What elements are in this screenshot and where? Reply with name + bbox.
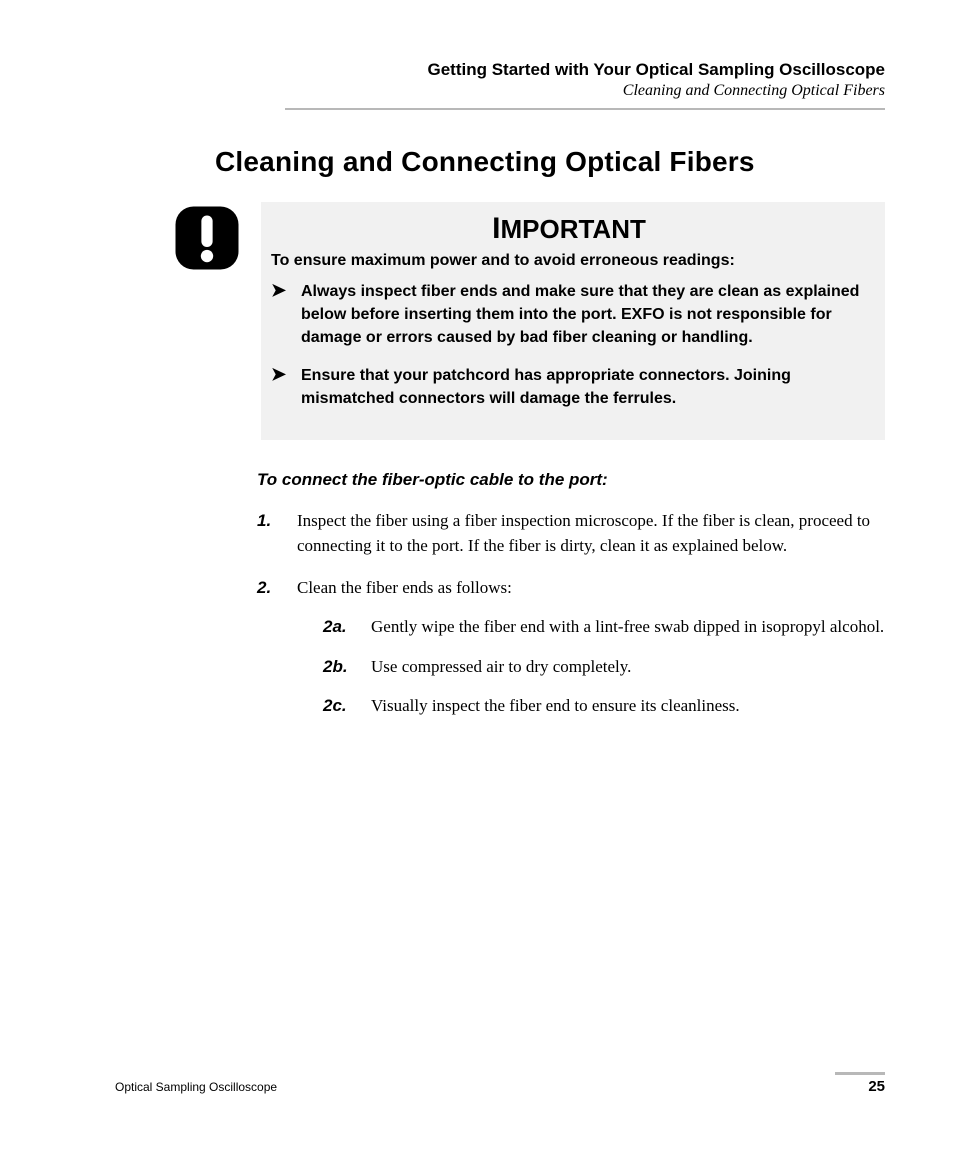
running-head-rule bbox=[285, 108, 885, 110]
footer-doc-title: Optical Sampling Oscilloscope bbox=[115, 1080, 277, 1094]
important-title: IMPORTANT bbox=[271, 212, 867, 246]
page-body: Getting Started with Your Optical Sampli… bbox=[115, 60, 885, 749]
substep-text: Gently wipe the fiber end with a lint-fr… bbox=[371, 614, 884, 640]
step-text: Clean the fiber ends as follows: bbox=[297, 578, 512, 597]
important-lead: To ensure maximum power and to avoid err… bbox=[271, 252, 867, 270]
running-head-chapter: Getting Started with Your Optical Sampli… bbox=[115, 60, 885, 80]
procedure-substep: 2a. Gently wipe the fiber end with a lin… bbox=[323, 614, 884, 640]
procedure-steps: 1. Inspect the fiber using a fiber inspe… bbox=[257, 508, 885, 733]
important-bullet-text: Always inspect fiber ends and make sure … bbox=[301, 280, 867, 350]
step-body: Clean the fiber ends as follows: 2a. Gen… bbox=[297, 575, 884, 733]
procedure-step: 1. Inspect the fiber using a fiber inspe… bbox=[257, 508, 885, 559]
important-bullet: ➤ Ensure that your patchcord has appropr… bbox=[271, 364, 867, 410]
running-head-section: Cleaning and Connecting Optical Fibers bbox=[115, 82, 885, 100]
important-bullets: ➤ Always inspect fiber ends and make sur… bbox=[271, 280, 867, 410]
bullet-arrow-icon: ➤ bbox=[271, 364, 289, 410]
substep-text: Use compressed air to dry completely. bbox=[371, 654, 631, 680]
procedure-substeps: 2a. Gently wipe the fiber end with a lin… bbox=[297, 614, 884, 719]
running-head: Getting Started with Your Optical Sampli… bbox=[115, 60, 885, 110]
substep-number: 2c. bbox=[323, 693, 357, 719]
substep-text: Visually inspect the fiber end to ensure… bbox=[371, 693, 740, 719]
important-bullet-text: Ensure that your patchcord has appropria… bbox=[301, 364, 867, 410]
procedure-substep: 2b. Use compressed air to dry completely… bbox=[323, 654, 884, 680]
procedure-step: 2. Clean the fiber ends as follows: 2a. … bbox=[257, 575, 885, 733]
important-callout: IMPORTANT To ensure maximum power and to… bbox=[115, 202, 885, 440]
substep-number: 2a. bbox=[323, 614, 357, 640]
footer-rule bbox=[835, 1072, 885, 1075]
procedure-substep: 2c. Visually inspect the fiber end to en… bbox=[323, 693, 884, 719]
footer-page-number: 25 bbox=[868, 1078, 885, 1095]
procedure-title: To connect the fiber-optic cable to the … bbox=[257, 470, 885, 490]
important-bullet: ➤ Always inspect fiber ends and make sur… bbox=[271, 280, 867, 350]
substep-number: 2b. bbox=[323, 654, 357, 680]
step-number: 1. bbox=[257, 508, 283, 559]
section-title: Cleaning and Connecting Optical Fibers bbox=[215, 146, 885, 178]
step-text: Inspect the fiber using a fiber inspecti… bbox=[297, 508, 885, 559]
page-footer: Optical Sampling Oscilloscope 25 bbox=[115, 1078, 885, 1095]
procedure: To connect the fiber-optic cable to the … bbox=[257, 470, 885, 733]
bullet-arrow-icon: ➤ bbox=[271, 280, 289, 350]
important-icon bbox=[171, 202, 243, 274]
step-number: 2. bbox=[257, 575, 283, 733]
important-box: IMPORTANT To ensure maximum power and to… bbox=[261, 202, 885, 440]
important-title-rest: MPORTANT bbox=[500, 214, 645, 244]
